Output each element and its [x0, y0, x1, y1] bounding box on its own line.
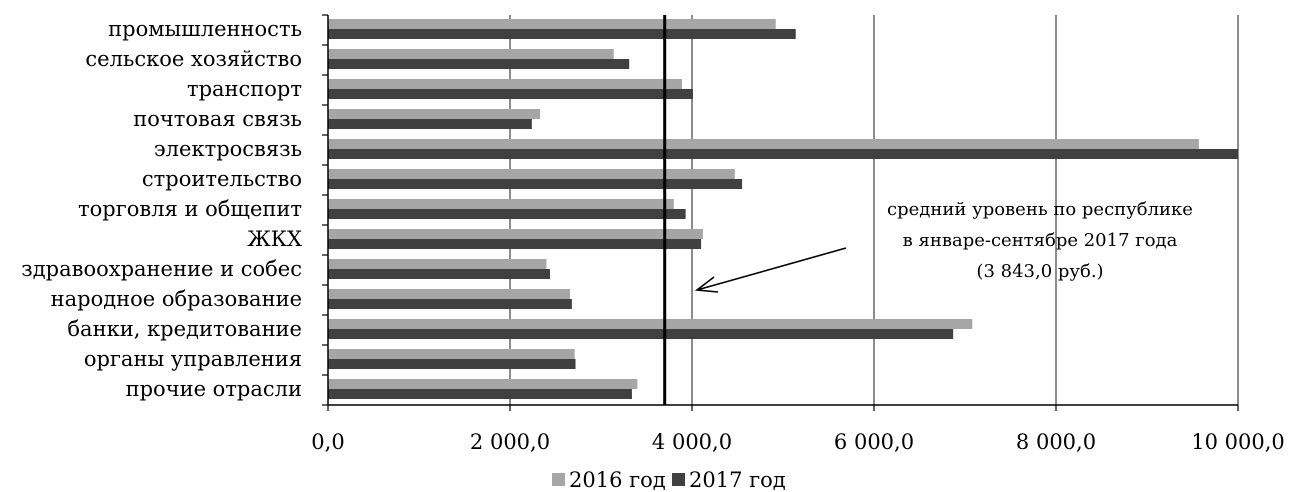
annotation: средний уровень по республике в январе-с… — [694, 199, 1193, 293]
bar-2016 — [328, 259, 547, 269]
bar-2016 — [328, 349, 575, 359]
annotation-line-1: средний уровень по республике — [887, 199, 1193, 220]
bar-2017 — [328, 389, 632, 399]
x-tick-label: 6 000,0 — [834, 430, 914, 454]
category-label: торговля и общепит — [78, 197, 302, 221]
bar-2016 — [328, 139, 1199, 149]
legend-swatch-2017 — [672, 473, 685, 486]
bar-2017 — [328, 359, 576, 369]
bar-2016 — [328, 49, 614, 59]
x-tick-label: 0,0 — [311, 430, 344, 454]
x-tick-label: 8 000,0 — [1016, 430, 1096, 454]
bar-2017 — [328, 269, 551, 279]
annotation-arrowhead — [694, 276, 719, 293]
category-label: органы управления — [84, 347, 302, 371]
bar-2016 — [328, 229, 703, 239]
category-label: транспорт — [187, 77, 302, 101]
bar-2016 — [328, 79, 682, 89]
category-label: прочие отрасли — [126, 377, 302, 401]
bar-2016 — [328, 379, 638, 389]
bar-2017 — [328, 299, 572, 309]
category-label: строительство — [142, 167, 302, 191]
category-label: народное образование — [51, 287, 302, 311]
bar-2017 — [328, 149, 1238, 159]
axes — [322, 14, 1239, 411]
bar-2016 — [328, 319, 973, 329]
legend-swatch-2016 — [552, 473, 565, 486]
annotation-line-3: (3 843,0 руб.) — [976, 261, 1103, 282]
bar-2017 — [328, 209, 686, 219]
category-label: сельское хозяйство — [85, 47, 302, 71]
category-labels: промышленность сельское хозяйство транспор… — [21, 17, 302, 401]
legend: 2016 год 2017 год — [552, 468, 786, 492]
legend-label-2017: 2017 год — [689, 468, 786, 492]
x-tick-label: 2 000,0 — [470, 430, 550, 454]
bar-2017 — [328, 329, 954, 339]
bar-2016 — [328, 199, 674, 209]
x-tick-label: 10 000,0 — [1191, 430, 1285, 454]
bar-2016 — [328, 109, 541, 119]
legend-label-2016: 2016 год — [569, 468, 666, 492]
category-label: промышленность — [108, 17, 302, 41]
category-label: банки, кредитование — [67, 317, 302, 341]
bar-2017 — [328, 179, 743, 189]
grid-lines — [509, 15, 1239, 405]
bar-2017 — [328, 119, 532, 129]
bar-2017 — [328, 89, 693, 99]
bar-2017 — [328, 59, 630, 69]
annotation-line-2: в январе-сентябре 2017 года — [903, 230, 1178, 251]
x-tick-label: 4 000,0 — [652, 430, 732, 454]
category-label: здравоохранение и собес — [21, 257, 302, 281]
bar-2016 — [328, 19, 776, 29]
x-tick-labels: 0,0 2 000,0 4 000,0 6 000,0 8 000,0 10 000,0 — [311, 430, 1284, 454]
bar-2016 — [328, 289, 571, 299]
bar-2017 — [328, 29, 796, 39]
bars — [328, 19, 1238, 399]
bar-2017 — [328, 239, 702, 249]
category-label: электросвязь — [154, 137, 302, 161]
category-label: почтовая связь — [133, 107, 302, 131]
bar-2016 — [328, 169, 735, 179]
annotation-arrow-line — [696, 247, 847, 291]
category-label: ЖКХ — [247, 227, 302, 251]
